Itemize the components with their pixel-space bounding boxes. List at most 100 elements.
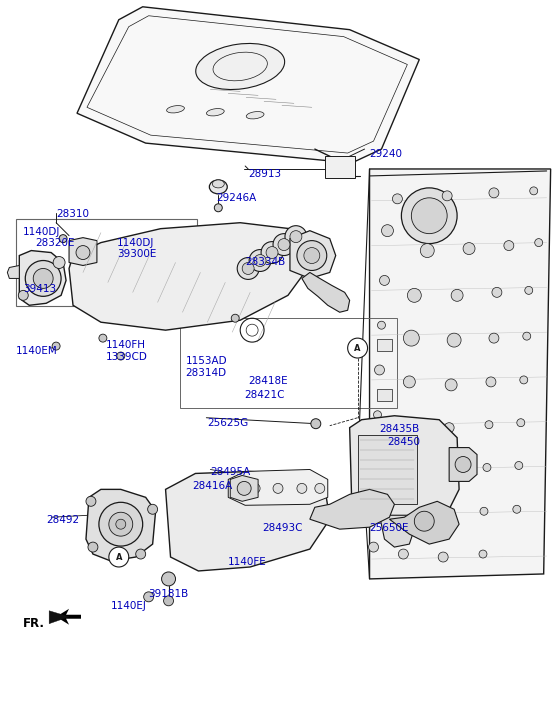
Text: 28314D: 28314D [185,368,227,378]
Circle shape [530,187,538,195]
Circle shape [117,352,125,360]
Circle shape [148,505,157,514]
Text: 28421C: 28421C [244,390,285,400]
Circle shape [273,483,283,494]
Text: 28492: 28492 [46,515,79,525]
Text: 39413: 39413 [23,284,56,294]
Circle shape [249,249,271,271]
Circle shape [348,338,368,358]
Text: 29246A: 29246A [217,193,257,203]
Circle shape [382,225,393,236]
Circle shape [88,542,98,552]
Text: 28913: 28913 [248,169,281,179]
Bar [377,438,392,451]
Circle shape [403,376,415,388]
Circle shape [297,483,307,494]
Text: 29240: 29240 [369,149,402,159]
Polygon shape [166,472,330,571]
Circle shape [480,507,488,515]
Text: 28493C: 28493C [262,523,302,533]
Ellipse shape [213,180,224,188]
Text: 39181B: 39181B [148,589,189,599]
Circle shape [25,260,61,297]
Polygon shape [389,502,459,544]
Text: 28310: 28310 [56,209,89,219]
Circle shape [463,243,475,254]
Circle shape [392,194,402,204]
Circle shape [515,462,523,470]
Circle shape [455,457,471,473]
Circle shape [445,379,457,391]
Circle shape [451,289,463,301]
Circle shape [368,542,378,552]
Polygon shape [449,448,477,481]
Circle shape [231,314,239,322]
Text: 28334B: 28334B [245,257,286,267]
Polygon shape [302,273,350,313]
Text: 1153AD: 1153AD [185,356,227,366]
Circle shape [163,596,174,606]
Text: 25625G: 25625G [208,418,249,427]
Ellipse shape [167,105,184,113]
Circle shape [237,257,259,279]
Circle shape [535,238,543,246]
Polygon shape [7,265,20,278]
Polygon shape [369,169,551,579]
Circle shape [109,547,129,567]
Ellipse shape [196,44,285,89]
Circle shape [517,419,525,427]
Polygon shape [49,611,69,624]
Polygon shape [69,222,310,330]
Text: A: A [116,553,122,561]
Circle shape [492,287,502,297]
Circle shape [311,419,321,429]
Text: 1140FH: 1140FH [106,340,146,350]
Polygon shape [228,470,328,505]
Circle shape [525,286,533,294]
Text: A: A [354,344,361,353]
Circle shape [485,421,493,429]
Circle shape [290,230,302,243]
Circle shape [415,511,434,531]
Text: 28320E: 28320E [35,238,75,248]
Circle shape [442,191,452,201]
Circle shape [261,241,283,263]
Text: 1140FE: 1140FE [228,557,267,567]
Circle shape [278,238,290,251]
Circle shape [479,550,487,558]
Circle shape [520,376,528,384]
Circle shape [420,244,434,257]
Text: 1140DJ: 1140DJ [23,227,61,237]
Polygon shape [290,230,336,278]
Circle shape [439,510,449,519]
Text: 1140DJ: 1140DJ [117,238,154,248]
Bar [180,318,397,408]
Circle shape [136,549,146,559]
Circle shape [401,188,457,244]
Text: 1339CD: 1339CD [106,352,148,362]
Circle shape [143,592,153,602]
Circle shape [374,365,384,375]
Polygon shape [77,7,419,163]
Circle shape [438,552,448,562]
Circle shape [315,483,325,494]
Circle shape [254,254,266,267]
Polygon shape [379,515,415,547]
Circle shape [52,342,60,350]
Text: 39300E: 39300E [117,249,156,259]
Circle shape [76,246,90,260]
Circle shape [250,483,260,494]
Ellipse shape [209,180,227,194]
Circle shape [486,377,496,387]
Circle shape [513,505,521,513]
Circle shape [489,188,499,198]
Circle shape [18,290,28,300]
Bar [377,339,392,351]
Circle shape [99,502,143,546]
Circle shape [447,333,461,347]
Polygon shape [350,416,459,519]
Circle shape [403,330,419,346]
Text: 1140EM: 1140EM [15,346,57,356]
Circle shape [285,225,307,248]
Text: 28416A: 28416A [193,481,233,491]
